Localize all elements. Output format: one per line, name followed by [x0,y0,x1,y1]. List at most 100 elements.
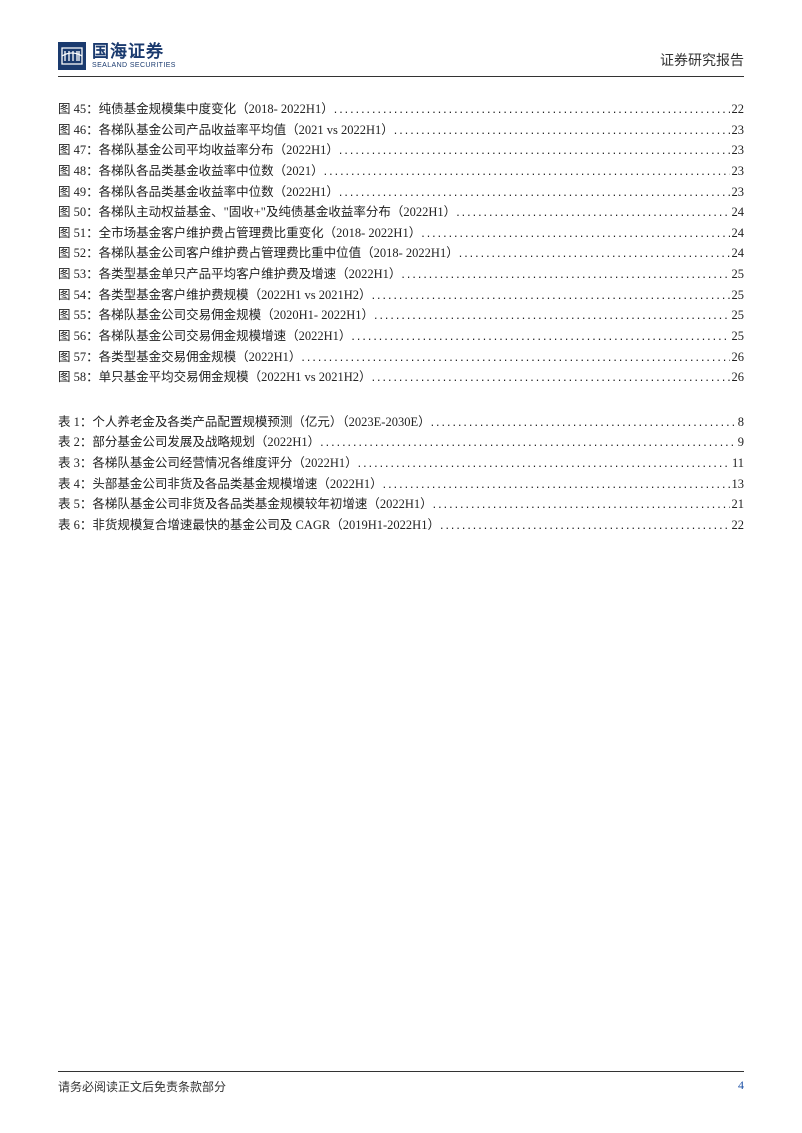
figure-title: 纯债基金规模集中度变化（2018- 2022H1） [99,99,334,120]
tables-list: 表 1： 个人养老金及各类产品配置规模预测（亿元）（2023E-2030E）8表… [58,412,744,536]
figure-label: 图 55： [58,305,99,326]
toc-row: 图 48： 各梯队各品类基金收益率中位数（2021） 23 [58,161,744,182]
figure-label: 图 57： [58,347,99,368]
toc-dots [459,243,730,264]
toc-row: 图 50： 各梯队主动权益基金、"固收+"及纯债基金收益率分布（2022H1）2… [58,202,744,223]
toc-row: 图 51： 全市场基金客户维护费占管理费比重变化（2018- 2022H1） 24 [58,223,744,244]
figure-label: 图 58： [58,367,99,388]
toc-dots [456,202,729,223]
table-title: 非货规模复合增速最快的基金公司及 CAGR（2019H1-2022H1） [92,515,440,536]
toc-row: 图 52： 各梯队基金公司客户维护费占管理费比重中位值（2018- 2022H1… [58,243,744,264]
table-label: 表 5： [58,494,92,515]
table-page: 13 [730,474,745,495]
figure-title: 单只基金平均交易佣金规模（2022H1 vs 2021H2） [99,367,372,388]
toc-dots [372,285,730,306]
toc-dots [339,182,730,203]
table-label: 表 2： [58,432,92,453]
page-header: 国海证券 SEALAND SECURITIES 证券研究报告 [58,42,744,77]
figure-title: 全市场基金客户维护费占管理费比重变化（2018- 2022H1） [99,223,422,244]
figure-title: 各梯队基金公司交易佣金规模（2020H1- 2022H1） [99,305,374,326]
toc-dots [394,120,730,141]
toc-dots [320,432,736,453]
figure-page: 25 [730,264,745,285]
report-type: 证券研究报告 [660,42,744,70]
toc-dots [324,161,730,182]
figure-label: 图 49： [58,182,99,203]
toc-row: 图 46： 各梯队基金公司产品收益率平均值（2021 vs 2022H1） 23 [58,120,744,141]
figure-title: 各梯队各品类基金收益率中位数（2022H1） [99,182,339,203]
table-page: 9 [736,432,744,453]
figure-title: 各类型基金交易佣金规模（2022H1） [99,347,302,368]
figure-title: 各梯队基金公司产品收益率平均值（2021 vs 2022H1） [99,120,394,141]
figure-title: 各类型基金客户维护费规模（2022H1 vs 2021H2） [99,285,372,306]
toc-row: 表 1： 个人养老金及各类产品配置规模预测（亿元）（2023E-2030E） 8 [58,412,744,433]
table-label: 表 1： [58,412,92,433]
figure-label: 图 46： [58,120,99,141]
toc-dots [433,494,730,515]
logo-cn: 国海证券 [92,43,176,60]
toc-row: 图 58： 单只基金平均交易佣金规模（2022H1 vs 2021H2） 26 [58,367,744,388]
toc-dots [401,264,729,285]
figure-title: 各梯队基金公司交易佣金规模增速（2022H1） [99,326,352,347]
toc-row: 图 45： 纯债基金规模集中度变化（2018- 2022H1）22 [58,99,744,120]
toc-row: 图 47： 各梯队基金公司平均收益率分布（2022H1） 23 [58,140,744,161]
table-title: 部分基金公司发展及战略规划（2022H1） [92,432,320,453]
figure-page: 25 [730,305,745,326]
table-page: 11 [730,453,744,474]
table-label: 表 4： [58,474,92,495]
figure-page: 23 [730,140,745,161]
figure-page: 23 [730,120,745,141]
figure-label: 图 47： [58,140,99,161]
figure-label: 图 52： [58,243,99,264]
figure-label: 图 54： [58,285,99,306]
figure-title: 各梯队各品类基金收益率中位数（2021） [99,161,324,182]
figure-label: 图 51： [58,223,99,244]
figure-page: 24 [730,243,745,264]
sealand-logo-icon [58,42,86,70]
table-label: 表 3： [58,453,92,474]
toc-dots [339,140,730,161]
figure-page: 26 [730,367,745,388]
toc-dots [440,515,730,536]
figure-label: 图 50： [58,202,99,223]
figure-page: 24 [730,223,745,244]
logo-en: SEALAND SECURITIES [92,62,176,69]
toc-row: 表 6： 非货规模复合增速最快的基金公司及 CAGR（2019H1-2022H1… [58,515,744,536]
table-title: 个人养老金及各类产品配置规模预测（亿元）（2023E-2030E） [92,412,430,433]
figure-title: 各梯队基金公司平均收益率分布（2022H1） [99,140,339,161]
figure-title: 各类型基金单只产品平均客户维护费及增速（2022H1） [99,264,402,285]
footer-disclaimer: 请务必阅读正文后免责条款部分 [58,1078,226,1095]
toc-row: 图 56： 各梯队基金公司交易佣金规模增速（2022H1）25 [58,326,744,347]
page-footer: 请务必阅读正文后免责条款部分 4 [58,1071,744,1095]
toc-dots [421,223,729,244]
table-title: 各梯队基金公司经营情况各维度评分（2022H1） [92,453,357,474]
toc-dots [351,326,729,347]
toc-dots [334,99,730,120]
toc-row: 图 57： 各类型基金交易佣金规模（2022H1） 26 [58,347,744,368]
figure-label: 图 48： [58,161,99,182]
toc-dots [301,347,729,368]
logo-text: 国海证券 SEALAND SECURITIES [92,43,176,69]
toc-dots [383,474,730,495]
toc-dots [431,412,736,433]
table-page: 8 [736,412,744,433]
figure-page: 25 [730,326,745,347]
toc-row: 表 3： 各梯队基金公司经营情况各维度评分（2022H1） 11 [58,453,744,474]
toc-row: 图 53： 各类型基金单只产品平均客户维护费及增速（2022H1）25 [58,264,744,285]
figure-page: 23 [730,182,745,203]
toc-row: 图 55： 各梯队基金公司交易佣金规模（2020H1- 2022H1） 25 [58,305,744,326]
toc-dots [374,305,730,326]
toc-row: 图 49： 各梯队各品类基金收益率中位数（2022H1） 23 [58,182,744,203]
figures-list: 图 45： 纯债基金规模集中度变化（2018- 2022H1）22图 46： 各… [58,99,744,388]
figure-page: 26 [730,347,745,368]
figure-page: 25 [730,285,745,306]
figure-title: 各梯队基金公司客户维护费占管理费比重中位值（2018- 2022H1） [99,243,459,264]
toc-row: 表 4： 头部基金公司非货及各品类基金规模增速（2022H1）13 [58,474,744,495]
figure-page: 23 [730,161,745,182]
toc-row: 表 5： 各梯队基金公司非货及各品类基金规模较年初增速（2022H1）21 [58,494,744,515]
figure-title: 各梯队主动权益基金、"固收+"及纯债基金收益率分布（2022H1） [99,202,457,223]
table-page: 22 [730,515,745,536]
table-of-contents: 图 45： 纯债基金规模集中度变化（2018- 2022H1）22图 46： 各… [58,99,744,536]
logo-block: 国海证券 SEALAND SECURITIES [58,42,176,70]
footer-page-number: 4 [738,1078,744,1095]
